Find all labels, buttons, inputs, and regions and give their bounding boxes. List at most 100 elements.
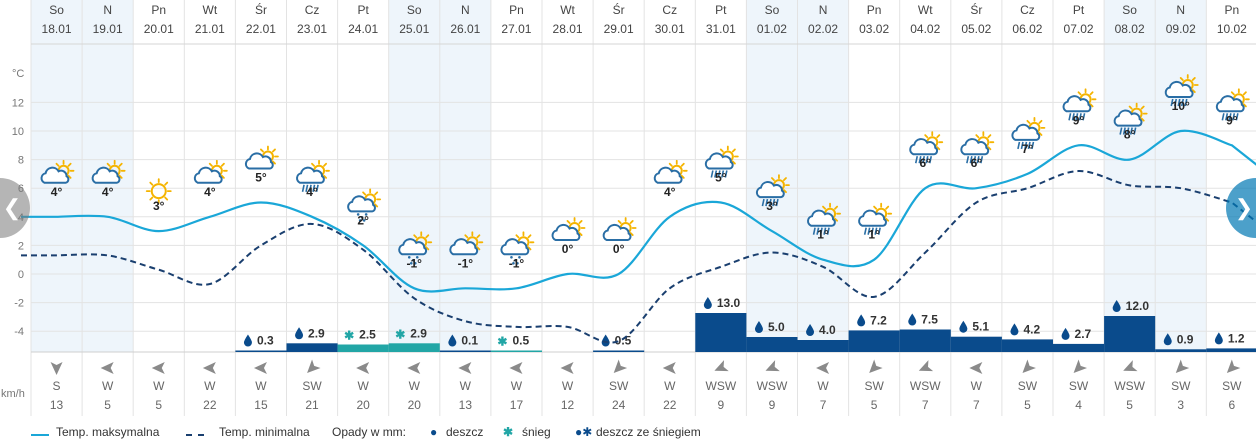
legend-min-label: Temp. minimalna [219, 425, 310, 439]
wind-direction: SW [302, 379, 322, 393]
rain-streak [870, 227, 874, 235]
day-name: N [1176, 3, 1185, 17]
sun-ray [1140, 105, 1145, 110]
legend-rain-label: deszcz [446, 425, 484, 439]
wind-arrow-icon [714, 360, 729, 372]
wind-direction: W [971, 379, 983, 393]
sun-ray [719, 148, 724, 153]
snowflake-icon: ✱ [503, 425, 514, 439]
day-name: Pn [1225, 3, 1240, 17]
raindrop-icon: ● [430, 425, 438, 439]
rain-streak [1170, 98, 1174, 107]
wind-arrow-icon [50, 362, 63, 375]
rain-streak [1180, 98, 1185, 107]
sun-ray [476, 246, 481, 251]
partly-cloudy-icon [653, 159, 688, 184]
precip-bar [1206, 348, 1256, 352]
cloud-shape [40, 166, 70, 184]
day-name: Pt [1073, 3, 1085, 17]
snowflake-icon: ✱ [497, 335, 507, 349]
rain-streak [772, 198, 776, 207]
legend-max-label: Temp. maksymalna [56, 425, 160, 439]
rain-streak [1119, 127, 1123, 135]
raindrop-icon [703, 297, 712, 309]
wind-arrow-icon [918, 360, 934, 372]
snow-dot [362, 219, 366, 222]
precip-label: ✱ 2.9 [395, 326, 427, 341]
sun-ray [1242, 91, 1247, 96]
wind-unit: km/h [1, 388, 25, 400]
wind-speed: 4 [1075, 398, 1082, 412]
temp-label: 2° [357, 213, 369, 227]
partly-cloudy-icon [449, 231, 484, 256]
rain-streak [980, 156, 984, 164]
rain-streak [925, 156, 929, 164]
wind-speed: 15 [254, 398, 268, 412]
precip-bar [746, 337, 798, 352]
temp-label: 0° [562, 242, 574, 256]
raindrop-icon [908, 313, 917, 326]
precip-value: 7.2 [870, 313, 887, 327]
day-date: 21.01 [195, 22, 225, 36]
sun-ray [885, 217, 890, 222]
rain-streak [1129, 127, 1133, 135]
day-name: Cz [662, 3, 677, 17]
sun-ray [1089, 91, 1094, 96]
precip-value: 5.0 [768, 320, 785, 334]
rain-streak [812, 227, 816, 235]
snow-dot [411, 259, 415, 262]
cloud-shape [1113, 109, 1143, 127]
sun-ray [770, 177, 775, 182]
day-date: 25.01 [399, 22, 429, 36]
wind-arrow-shape [969, 362, 983, 374]
rain-streak [1017, 141, 1021, 150]
rain-streak [819, 227, 823, 235]
wind-direction: SW [864, 379, 884, 393]
snow-dot [358, 219, 362, 222]
y-tick-label: -2 [14, 298, 24, 310]
sun-ray [1077, 91, 1082, 96]
rain-streak [1122, 127, 1126, 135]
rain-streak [826, 227, 830, 235]
weekend-column [1104, 0, 1156, 352]
day-name: So [765, 3, 780, 17]
sun-ray [149, 196, 154, 201]
cloud-rain-sun-icon [909, 131, 944, 164]
wind-arrow-icon [1073, 359, 1088, 373]
wind-direction: WSW [910, 379, 941, 393]
precip-bar [235, 350, 287, 352]
sun-ray [259, 148, 264, 153]
wind-direction: S [53, 379, 61, 393]
rain-streak [315, 184, 319, 192]
wind-direction: SW [1018, 379, 1038, 393]
rain-streak [1184, 98, 1188, 107]
wind-speed: 21 [305, 398, 319, 412]
raindrop-icon [448, 334, 457, 347]
day-date: 07.02 [1064, 22, 1094, 36]
wind-arrow-shape [407, 362, 421, 374]
cloud-shape [704, 152, 734, 170]
precip-bar [950, 336, 1002, 352]
wind-arrow-icon [1226, 359, 1241, 373]
wind-arrow-icon [407, 362, 421, 374]
cloud-shape [296, 166, 325, 184]
rain-streak [1031, 141, 1035, 150]
cloud-snow-sun-icon [347, 188, 382, 222]
max-temp-line [21, 129, 1256, 293]
precip-value: 0.5 [512, 334, 529, 348]
wind-direction: W [409, 379, 421, 393]
sun-ray [413, 234, 418, 239]
rain-streak [1020, 141, 1024, 150]
cloud-shape [1011, 123, 1041, 141]
cloud-sun-small-icon [244, 145, 279, 170]
y-tick-label: 0 [18, 269, 24, 281]
cloud-shape [602, 223, 632, 241]
raindrop-icon [806, 324, 815, 336]
day-date: 19.01 [93, 22, 123, 36]
weekend-column [439, 0, 491, 352]
partly-cloudy-icon [91, 159, 126, 184]
sun-ray [164, 181, 169, 186]
precip-label: 12.0 [1112, 299, 1149, 313]
wind-arrow-icon [100, 362, 114, 374]
sun-ray [1191, 89, 1196, 93]
